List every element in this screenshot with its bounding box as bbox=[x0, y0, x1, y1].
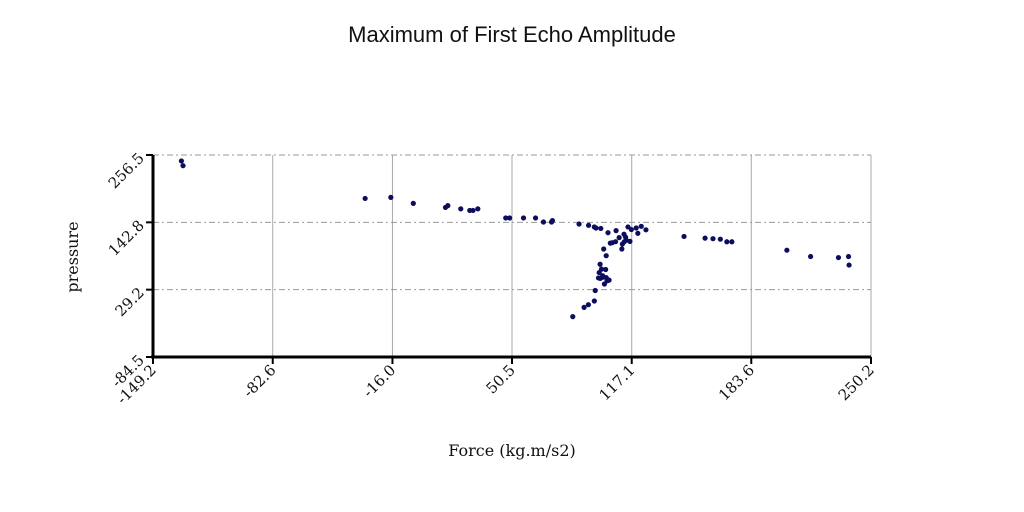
data-point bbox=[724, 239, 730, 245]
data-point bbox=[585, 302, 592, 308]
data-point bbox=[591, 298, 597, 304]
data-point bbox=[596, 269, 602, 276]
data-point bbox=[638, 223, 644, 229]
x-tick-label: -16.0 bbox=[359, 361, 399, 401]
data-point bbox=[807, 253, 814, 260]
data-point bbox=[410, 200, 416, 206]
data-point bbox=[388, 194, 394, 200]
x-tick-label: 50.5 bbox=[482, 361, 518, 397]
data-point bbox=[470, 207, 476, 214]
data-point bbox=[458, 206, 464, 212]
data-point bbox=[475, 206, 481, 212]
data-point bbox=[603, 266, 609, 273]
data-point bbox=[520, 215, 527, 221]
data-point bbox=[601, 281, 608, 287]
data-point bbox=[835, 254, 842, 261]
tick-labels: -149.2 -82.6 -16.0 50.5 117.1 183.6 250.2-84.5… bbox=[105, 149, 878, 408]
x-axis-label: Force (kg.m/s2) bbox=[448, 441, 575, 460]
data-point bbox=[507, 215, 513, 221]
data-point bbox=[605, 230, 611, 236]
data-point bbox=[585, 222, 592, 228]
x-tick-label: 183.6 bbox=[715, 361, 758, 404]
data-point bbox=[581, 304, 587, 310]
data-point bbox=[643, 227, 649, 233]
data-point bbox=[635, 230, 641, 236]
data-point bbox=[570, 314, 576, 320]
data-point bbox=[729, 239, 735, 245]
data-point bbox=[599, 274, 606, 280]
data-point bbox=[681, 233, 687, 240]
y-tick-label: 29.2 bbox=[111, 284, 147, 320]
data-point bbox=[362, 195, 368, 202]
data-point bbox=[592, 287, 598, 294]
data-point bbox=[628, 226, 634, 233]
data-point bbox=[532, 215, 539, 221]
data-point bbox=[633, 225, 639, 231]
grid-lines bbox=[153, 154, 872, 357]
data-point bbox=[445, 203, 451, 209]
data-point bbox=[593, 225, 599, 231]
data-point bbox=[601, 246, 607, 252]
x-tick-label: 250.2 bbox=[835, 361, 878, 404]
y-axis-label: pressure bbox=[63, 221, 82, 292]
axes bbox=[146, 154, 872, 364]
data-point bbox=[845, 253, 852, 260]
data-point bbox=[178, 158, 185, 164]
data-point bbox=[627, 238, 633, 244]
data-point bbox=[613, 228, 619, 234]
data-point bbox=[597, 261, 603, 267]
data-point bbox=[549, 218, 556, 224]
data-point bbox=[503, 215, 509, 221]
data-point bbox=[717, 236, 723, 242]
data-point bbox=[540, 219, 547, 225]
data-point bbox=[607, 240, 613, 246]
chart-title: Maximum of First Echo Amplitude bbox=[348, 22, 676, 47]
data-point bbox=[576, 221, 582, 227]
data-points bbox=[178, 158, 852, 320]
data-point bbox=[710, 236, 716, 242]
data-point bbox=[619, 246, 625, 252]
data-point bbox=[595, 275, 602, 281]
data-point bbox=[702, 235, 708, 241]
data-point bbox=[784, 247, 790, 253]
data-point bbox=[603, 253, 609, 259]
y-tick-label: 256.5 bbox=[105, 149, 148, 192]
data-point bbox=[616, 235, 622, 241]
data-point bbox=[606, 277, 612, 283]
data-point bbox=[598, 225, 604, 232]
y-tick-label: 142.8 bbox=[105, 216, 148, 259]
x-tick-label: 117.1 bbox=[595, 361, 638, 404]
data-point bbox=[846, 262, 852, 268]
data-point bbox=[619, 241, 625, 247]
x-tick-label: -82.6 bbox=[240, 361, 280, 401]
data-point bbox=[180, 163, 186, 169]
